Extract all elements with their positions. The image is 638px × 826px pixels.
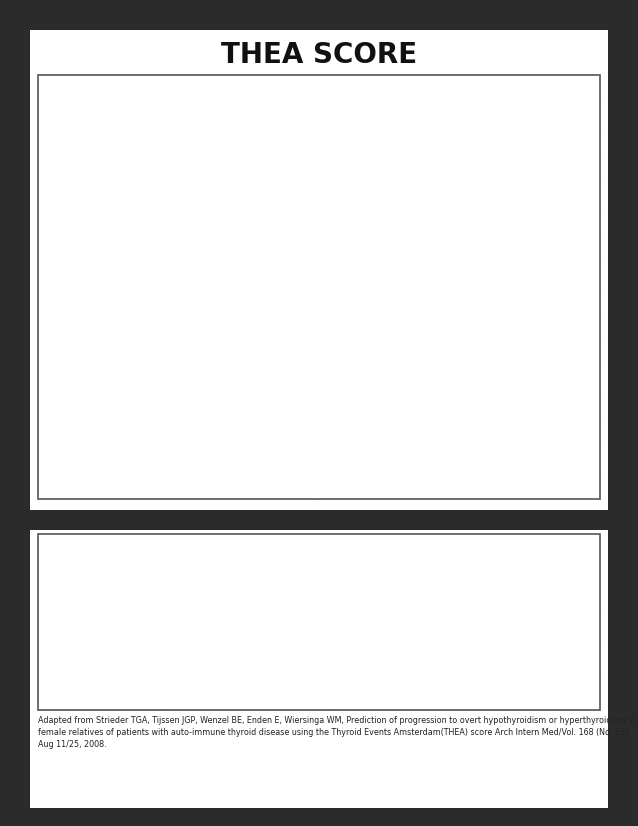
Text: 0: 0 [456, 296, 463, 308]
Text: HYPOTHYROID EVENT: HYPOTHYROID EVENT [392, 84, 528, 94]
Bar [30, 30, 608, 510]
Text: Low: Low [234, 591, 258, 605]
Text: 16 - 21: 16 - 21 [78, 687, 122, 700]
Text: >2.0 - 4.0: >2.0 - 4.0 [149, 189, 208, 202]
Text: 85.7%: 85.7% [445, 687, 485, 700]
Text: PERCENT HYPOTHYROID
WITHIN FIVE YEARS: PERCENT HYPOTHYROID WITHIN FIVE YEARS [389, 547, 541, 569]
Text: 1.6%: 1.6% [449, 591, 481, 605]
Text: 9: 9 [456, 373, 463, 387]
Text: 3: 3 [456, 453, 463, 467]
Text: 0 - 7: 0 - 7 [85, 591, 114, 605]
Text: 0: 0 [456, 428, 463, 440]
Bar [38, 261, 600, 289]
Bar [38, 131, 600, 157]
Text: 0: 0 [456, 164, 463, 177]
Text: <0.4: <0.4 [164, 137, 193, 150]
Bar [38, 473, 600, 499]
Text: 0: 0 [456, 137, 463, 150]
Bar [38, 534, 600, 710]
Text: >1000 - 10,000: >1000 - 10,000 [133, 348, 225, 360]
Text: 3: 3 [456, 189, 463, 202]
Bar [38, 289, 600, 315]
Bar [38, 103, 600, 131]
Text: Family Background: Family Background [115, 401, 242, 414]
Bar [38, 341, 600, 367]
Text: SCORE: SCORE [79, 553, 121, 563]
Bar [38, 157, 600, 183]
Bar [38, 646, 600, 678]
Text: Maximum THEA Score: Maximum THEA Score [106, 480, 251, 492]
Text: High: High [232, 656, 260, 668]
Text: 2 Relatives with Graves': 2 Relatives with Graves' [107, 428, 250, 440]
Text: 6: 6 [456, 348, 463, 360]
Bar [38, 614, 600, 646]
Text: >4.0 - 5.7: >4.0 - 5.7 [149, 216, 208, 229]
Text: 8 - 10: 8 - 10 [82, 624, 118, 637]
Bar [38, 447, 600, 473]
Text: 11 - 15: 11 - 15 [78, 656, 122, 668]
Text: Very High: Very High [216, 687, 276, 700]
Bar [38, 183, 600, 209]
Bar [38, 209, 600, 235]
Text: >10,000: >10,000 [153, 373, 204, 387]
Bar [38, 534, 600, 582]
Text: CHARACTERISTIC: CHARACTERISTIC [125, 84, 232, 94]
Text: RISK CATEGORY: RISK CATEGORY [197, 553, 295, 563]
Bar [38, 582, 600, 614]
Text: ≤100: ≤100 [163, 296, 195, 308]
Bar [38, 678, 600, 710]
Bar [38, 75, 600, 499]
Bar [38, 421, 600, 447]
Text: 6: 6 [456, 216, 463, 229]
Text: 9: 9 [456, 241, 463, 254]
Text: 12.2%: 12.2% [445, 624, 485, 637]
Text: 30.8%: 30.8% [445, 656, 485, 668]
Text: 2 Relatives with Hashimoto's: 2 Relatives with Hashimoto's [93, 453, 264, 467]
Text: >5.7: >5.7 [164, 241, 193, 254]
Text: THEA SCORE: THEA SCORE [221, 41, 417, 69]
Text: TPO Antibodies, kU/L: TPO Antibodies, kU/L [108, 268, 248, 282]
Text: Adapted from Strieder TGA, Tijssen JGP, Wenzel BE, Enden E, Wiersinga WM, Predic: Adapted from Strieder TGA, Tijssen JGP, … [38, 716, 635, 748]
Text: >100 - 1000: >100 - 1000 [142, 321, 215, 335]
Text: Medium: Medium [221, 624, 271, 637]
Bar [30, 530, 608, 808]
Bar [38, 393, 600, 421]
Bar [38, 235, 600, 261]
Text: TSH, mIU/L: TSH, mIU/L [142, 111, 215, 124]
Bar [38, 315, 600, 341]
Text: 0.4 - 2.0: 0.4 - 2.0 [154, 164, 203, 177]
Bar [38, 75, 600, 103]
Text: 3: 3 [456, 321, 463, 335]
Bar [38, 367, 600, 393]
Text: 21: 21 [451, 480, 468, 492]
